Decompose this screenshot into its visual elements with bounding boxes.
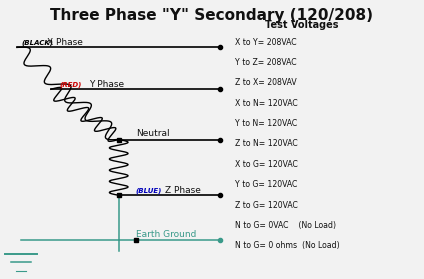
Text: (BLACK): (BLACK) xyxy=(21,40,53,46)
Text: Y to G= 120VAC: Y to G= 120VAC xyxy=(235,180,298,189)
Text: Earth Ground: Earth Ground xyxy=(136,230,196,239)
Text: Z to N= 120VAC: Z to N= 120VAC xyxy=(235,140,298,148)
Text: N to G= 0 ohms  (No Load): N to G= 0 ohms (No Load) xyxy=(235,241,340,250)
Text: Test Voltages: Test Voltages xyxy=(265,20,338,30)
Text: Z Phase: Z Phase xyxy=(165,186,201,195)
Text: N to G= 0VAC    (No Load): N to G= 0VAC (No Load) xyxy=(235,221,336,230)
Text: X to Y= 208VAC: X to Y= 208VAC xyxy=(235,38,297,47)
Text: Neutral: Neutral xyxy=(136,129,169,138)
Text: X Phase: X Phase xyxy=(47,38,83,47)
Text: (RED): (RED) xyxy=(59,81,82,88)
Text: X to N= 120VAC: X to N= 120VAC xyxy=(235,99,298,108)
Text: Y to N= 120VAC: Y to N= 120VAC xyxy=(235,119,298,128)
Text: Three Phase "Y" Secondary (120/208): Three Phase "Y" Secondary (120/208) xyxy=(50,8,374,23)
Text: Z to X= 208VAV: Z to X= 208VAV xyxy=(235,78,297,87)
Text: X to G= 120VAC: X to G= 120VAC xyxy=(235,160,298,169)
Text: (BLUE): (BLUE) xyxy=(136,187,162,194)
Text: Y to Z= 208VAC: Y to Z= 208VAC xyxy=(235,58,297,67)
Text: Z to G= 120VAC: Z to G= 120VAC xyxy=(235,201,298,210)
Text: Y Phase: Y Phase xyxy=(89,80,124,89)
